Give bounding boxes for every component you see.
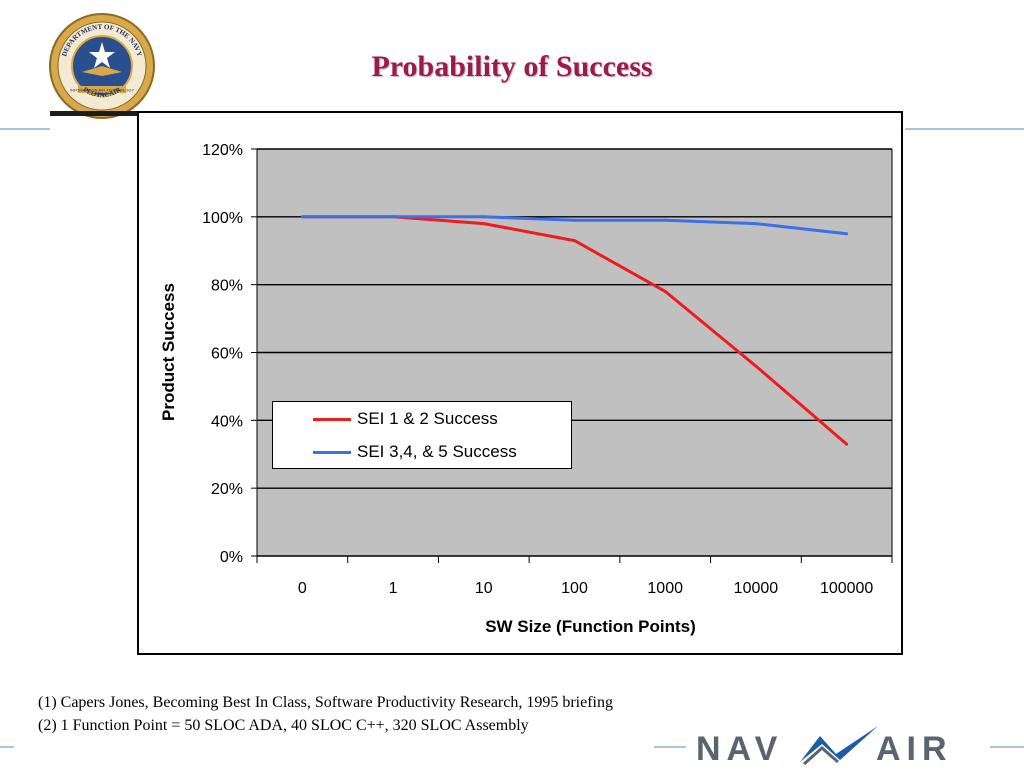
x-tick-label: 1000 [647, 580, 683, 597]
legend-label-sei-1-2: SEI 1 & 2 Success [357, 409, 498, 428]
legend-swatch-sei-3-4-5 [313, 451, 351, 454]
y-tick-label: 20% [211, 481, 243, 498]
data-point [754, 222, 758, 226]
x-tick-label: 1 [389, 580, 398, 597]
slide-title: Probability of Success [371, 50, 653, 83]
y-tick-label: 0% [220, 549, 243, 566]
navair-swoosh-icon [800, 726, 878, 766]
x-tick-label: 100 [561, 580, 588, 597]
data-point [573, 239, 576, 243]
x-axis-label: SW Size (Function Points) [485, 617, 696, 636]
y-tick-label: 100% [202, 210, 243, 227]
data-point [573, 218, 576, 222]
y-axis-label: Product Success [159, 283, 178, 421]
footnote-2: (2) 1 Function Point = 50 SLOC ADA, 40 S… [38, 717, 529, 734]
y-tick-label: 60% [211, 346, 243, 363]
header-rule-right [905, 128, 1024, 130]
data-point [845, 442, 849, 446]
logo-text-nav: NAV [696, 730, 783, 768]
data-point [391, 215, 395, 219]
footer-rule-left [0, 746, 14, 748]
data-point [663, 289, 667, 293]
y-tick-label: 120% [202, 142, 243, 159]
data-point [300, 215, 304, 219]
x-tick-label: 100000 [820, 580, 873, 597]
y-tick-label: 80% [211, 278, 243, 295]
chart-legend: SEI 1 & 2 Success SEI 3,4, & 5 Success [272, 401, 572, 469]
data-point [754, 364, 758, 368]
logo-text-air: AIR [876, 730, 953, 768]
navy-seal-icon: DEPARTMENT OF THE NAVY INFORMATION AIR T… [49, 13, 155, 119]
data-point [845, 232, 849, 236]
header-rule-left [0, 128, 50, 130]
footnote-1: (1) Capers Jones, Becoming Best In Class… [38, 694, 613, 711]
footer-rule-mid [654, 746, 686, 748]
seal-underbar [50, 111, 138, 116]
legend-swatch-sei-1-2 [313, 418, 351, 421]
legend-label-sei-3-4-5: SEI 3,4, & 5 Success [357, 442, 517, 461]
footer-rule-right [990, 746, 1024, 748]
data-point [663, 218, 667, 222]
x-tick-label: 10 [475, 580, 493, 597]
x-tick-label: 10000 [734, 580, 779, 597]
navair-logo: NAV AIR [696, 726, 953, 768]
data-point [482, 222, 486, 226]
y-tick-label: 40% [211, 413, 243, 430]
data-point [482, 215, 486, 219]
seal-text-band: INFORMATION AIR TECHNOLOGY [70, 88, 135, 93]
x-tick-label: 0 [298, 580, 307, 597]
